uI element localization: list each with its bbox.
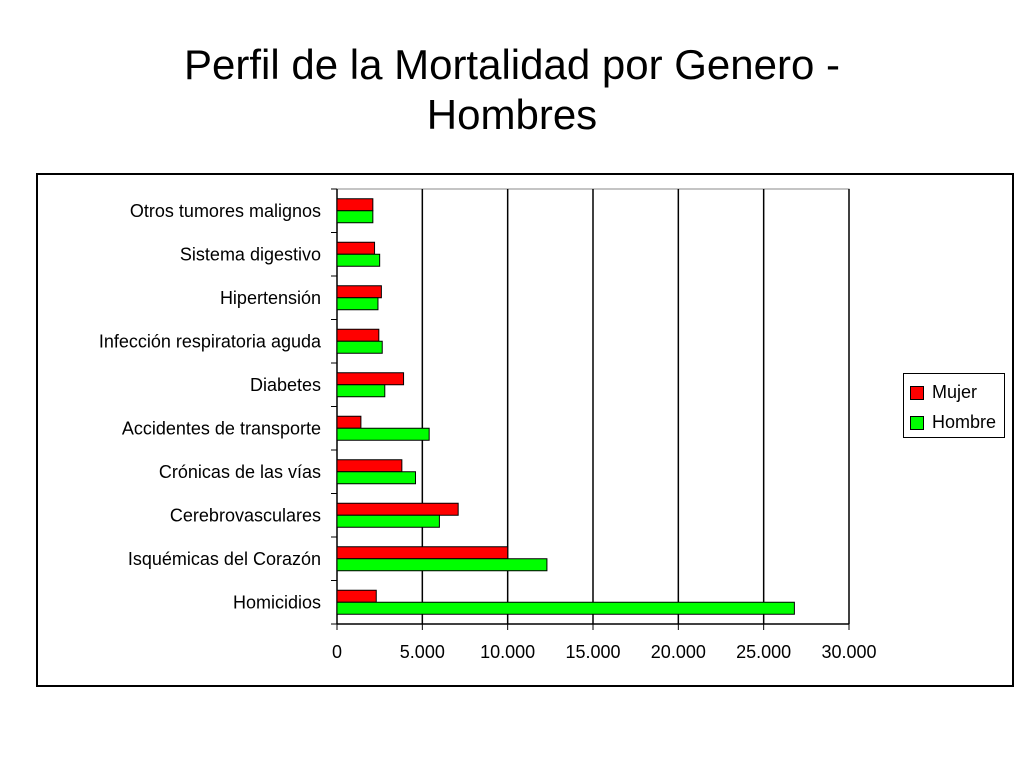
bar-mujer — [336, 372, 405, 386]
category-label: Cerebrovasculares — [170, 505, 321, 525]
bar-hombre — [336, 297, 379, 311]
x-tick-label: 0 — [332, 642, 342, 662]
legend: Mujer Hombre — [903, 373, 1005, 438]
x-tick-label: 15.000 — [565, 642, 620, 662]
legend-item-mujer: Mujer — [910, 382, 977, 403]
slide-title: Perfil de la Mortalidad por Genero - Hom… — [0, 40, 1024, 140]
category-label: Diabetes — [250, 375, 321, 395]
legend-swatch-mujer — [910, 385, 924, 400]
legend-label-hombre: Hombre — [932, 412, 997, 432]
bar-hombre — [336, 253, 381, 267]
category-label: Isquémicas del Corazón — [128, 549, 321, 569]
title-line-1: Perfil de la Mortalidad por Genero - — [184, 41, 840, 88]
bar-mujer — [336, 546, 509, 560]
x-tick-label: 10.000 — [480, 642, 535, 662]
category-label: Accidentes de transporte — [122, 418, 321, 438]
bar-hombre — [336, 514, 440, 528]
bar-mujer — [336, 459, 403, 473]
bar-mujer — [336, 285, 382, 299]
bar-mujer — [336, 415, 362, 429]
bar-hombre — [336, 384, 386, 398]
category-label: Hipertensión — [220, 288, 321, 308]
bar-hombre — [336, 210, 374, 224]
category-label: Crónicas de las vías — [159, 462, 321, 482]
category-label: Homicidios — [233, 592, 321, 612]
category-label: Infección respiratoria aguda — [99, 331, 322, 351]
bar-hombre — [336, 601, 795, 615]
title-line-2: Hombres — [426, 91, 598, 138]
legend-label-mujer: Mujer — [932, 382, 978, 402]
bar-hombre — [336, 558, 548, 572]
x-tick-label: 20.000 — [651, 642, 706, 662]
x-tick-label: 30.000 — [821, 642, 876, 662]
bar-hombre — [336, 427, 430, 441]
x-tick-label: 5.000 — [400, 642, 445, 662]
category-label: Sistema digestivo — [180, 244, 321, 264]
legend-item-hombre: Hombre — [910, 412, 996, 433]
legend-swatch-hombre — [910, 415, 924, 430]
bar-mujer — [336, 328, 380, 342]
bar-mujer — [336, 198, 374, 212]
bar-mujer — [336, 589, 377, 603]
bar-hombre — [336, 340, 383, 354]
chart-frame — [36, 173, 1014, 687]
bar-mujer — [336, 502, 459, 516]
bar-mujer — [336, 241, 376, 255]
x-tick-label: 25.000 — [736, 642, 791, 662]
category-label: Otros tumores malignos — [130, 201, 321, 221]
bar-hombre — [336, 471, 417, 485]
